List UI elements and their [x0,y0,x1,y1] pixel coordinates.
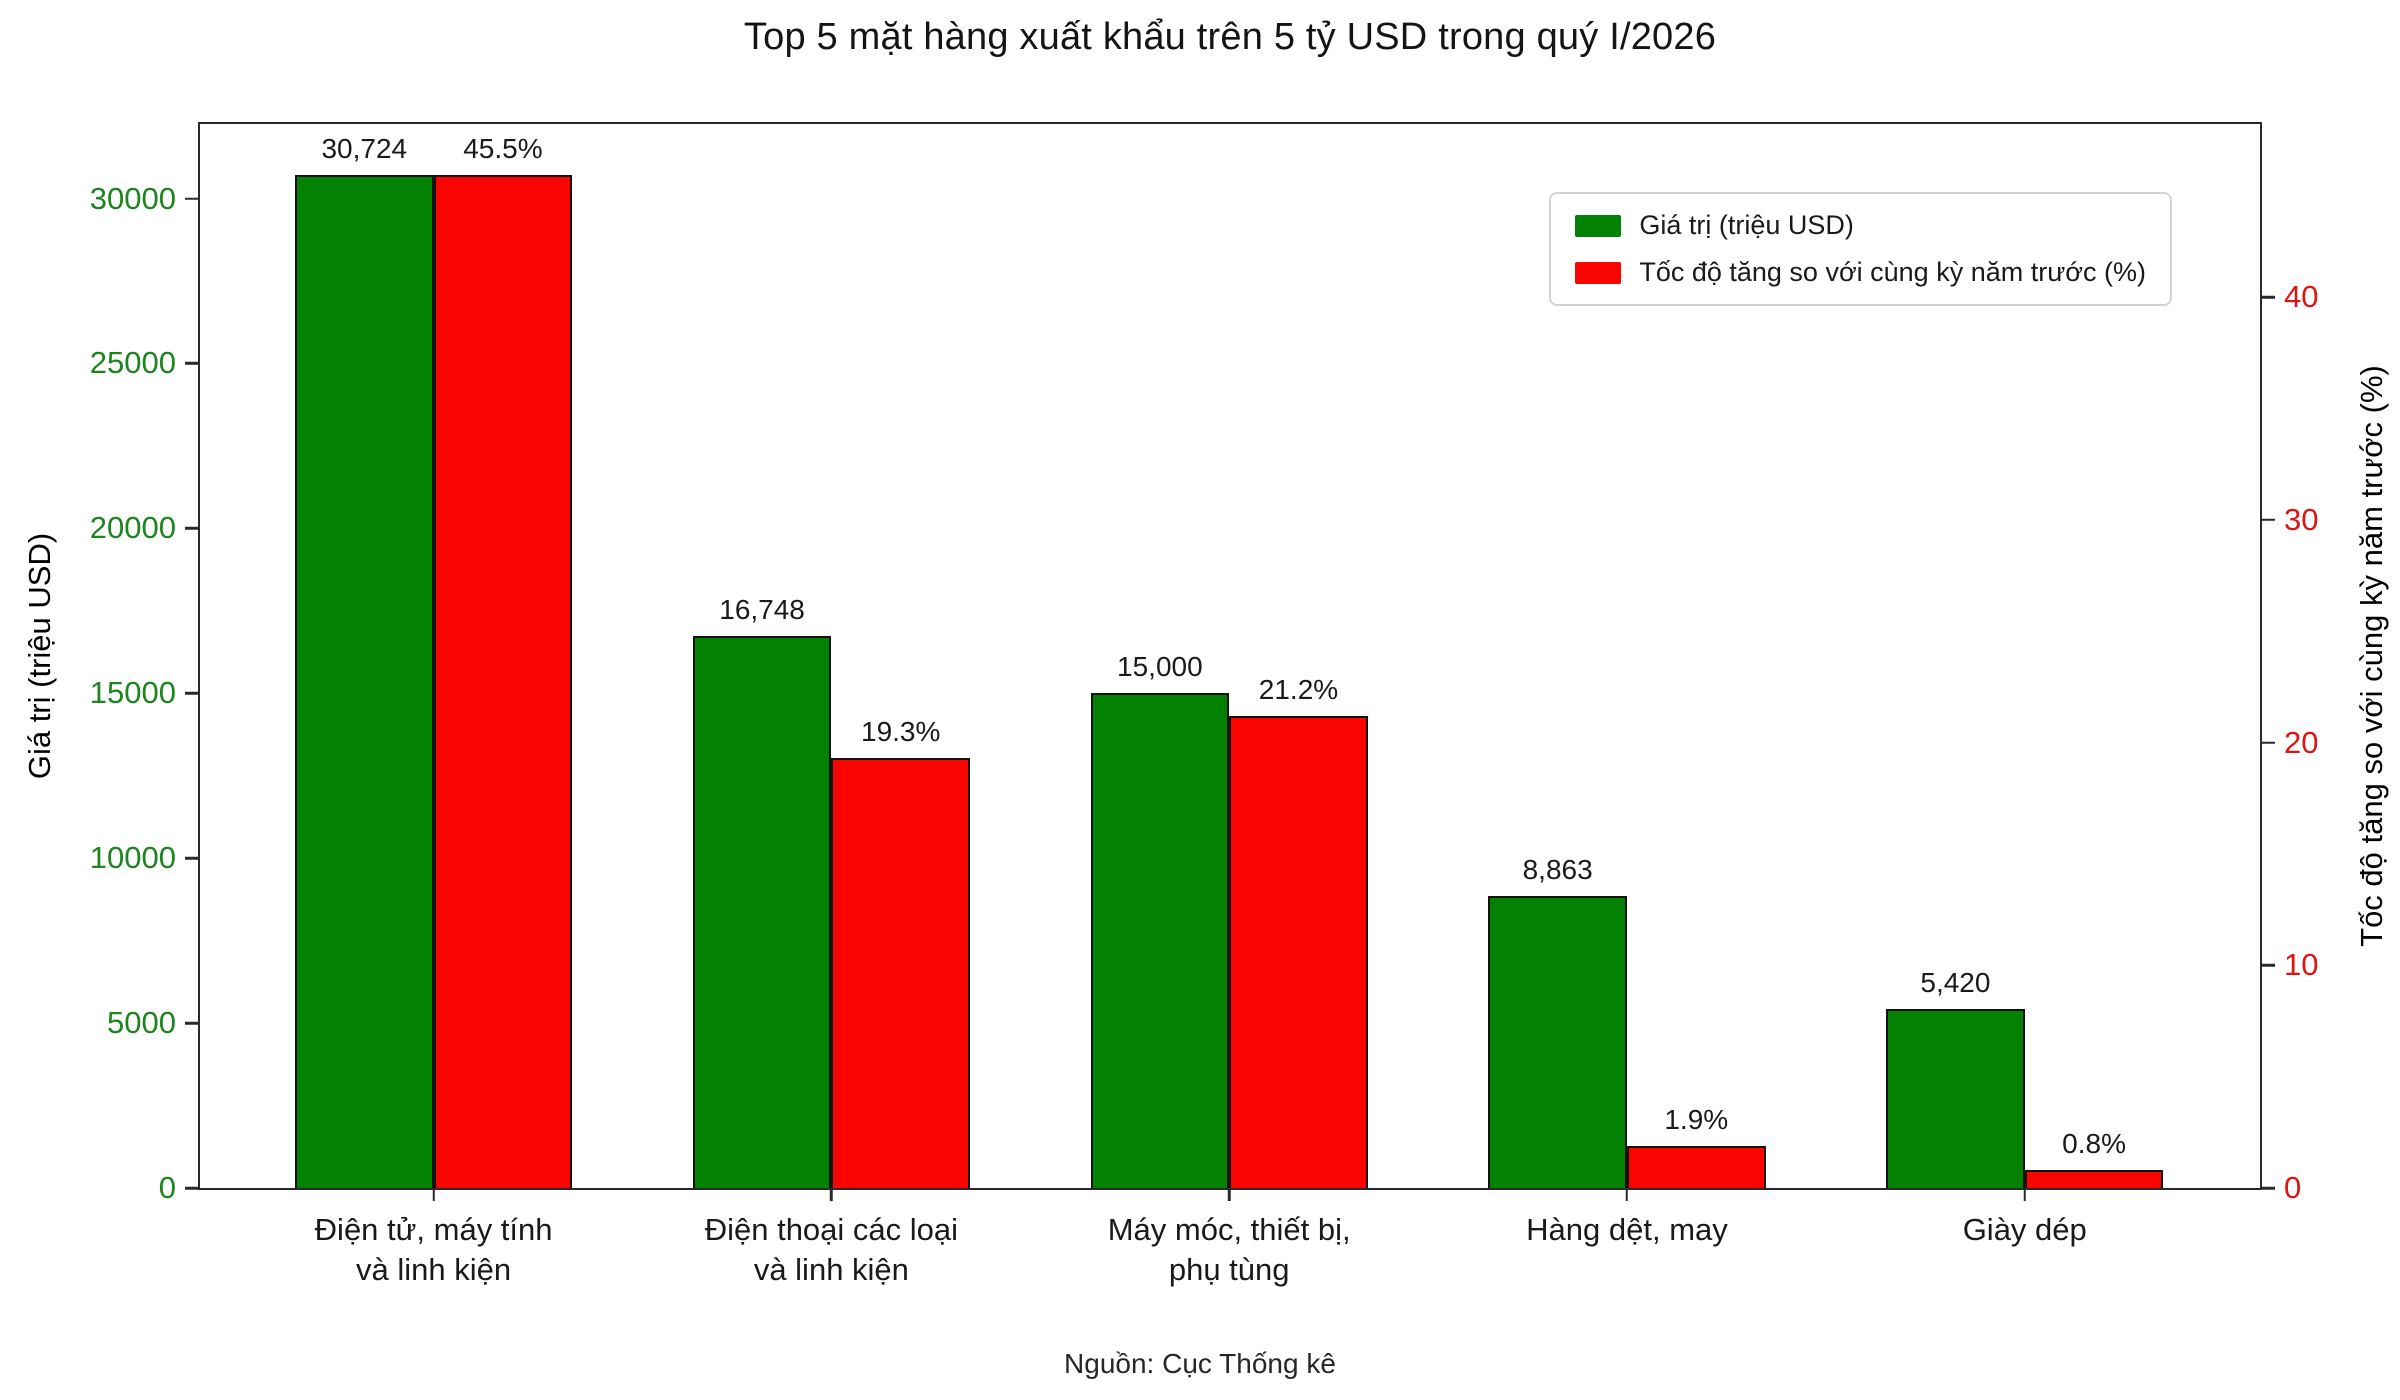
growth-bar-label: 21.2% [1258,673,1339,705]
x-axis-tick [830,1188,833,1201]
right-axis-tick [2262,741,2275,744]
value-bar-label: 5,420 [1920,967,1991,999]
category-label: Điện tử, máy tính và linh kiện [314,1212,553,1287]
legend-item-value: Giá trị (triệu USD) [1575,210,2146,241]
value-bar-label: 8,863 [1522,853,1593,885]
left-axis-title: Giá trị (triệu USD) [22,532,57,780]
x-axis-tick [2023,1188,2026,1201]
value-bar-label: 16,748 [719,593,805,625]
category-label: Hàng dệt, may [1526,1212,1728,1247]
x-axis-tick [432,1188,435,1201]
growth-bar [433,174,573,1188]
value-bar-label: 30,724 [321,132,408,164]
legend-label-growth: Tốc độ tăng so với cùng kỳ năm trước (%) [1639,257,2146,287]
growth-bar [1626,1145,1766,1188]
left-axis-tick [185,1186,198,1190]
right-axis-title: Tốc độ tăng so với cùng kỳ năm trước (%) [2354,365,2389,947]
left-axis-tick-label: 10000 [89,840,176,876]
growth-bar-label: 45.5% [463,132,543,164]
category-label: Điện thoại các loại và linh kiện [704,1212,959,1287]
left-axis-tick [185,692,198,695]
growth-bar-label: 0.8% [2062,1128,2126,1160]
legend: Giá trị (triệu USD) Tốc độ tăng so với c… [1549,192,2172,306]
value-bar [692,635,832,1188]
x-axis-tick [1227,1188,1231,1201]
right-axis-tick-label: 30 [2284,501,2319,537]
value-bar [294,174,434,1188]
chart-title: Top 5 mặt hàng xuất khẩu trên 5 tỷ USD t… [743,16,1717,58]
value-bar [1886,1009,2025,1188]
right-axis-tick-label: 0 [2284,1170,2302,1205]
left-axis-tick-label: 20000 [89,510,176,546]
right-axis-tick-label: 20 [2284,724,2319,760]
growth-bar [1229,715,1368,1188]
legend-label-value: Giá trị (triệu USD) [1639,210,1854,240]
left-axis-tick [185,856,198,860]
legend-swatch-green [1575,214,1622,237]
right-axis-tick [2262,1186,2275,1190]
left-axis-tick [185,197,198,200]
value-bar-label: 15,000 [1117,651,1203,683]
left-axis-tick-label: 5000 [107,1005,176,1041]
left-axis-tick-label: 25000 [89,345,176,381]
plot-area: Giá trị (triệu USD) Tốc độ tăng so với c… [90,122,2318,1287]
value-bar [1090,693,1230,1188]
right-axis-tick-label: 10 [2284,947,2319,983]
right-axis-tick [2262,295,2275,299]
legend-swatch-red [1575,261,1622,284]
category-label: Máy móc, thiết bị, phụ tùng [1107,1212,1351,1287]
x-axis-tick [1625,1188,1629,1201]
category-label: Giày dép [1962,1212,2087,1247]
right-axis-tick [2262,518,2275,522]
growth-bar [831,758,970,1188]
left-axis-tick [185,527,198,530]
source-note: Nguồn: Cục Thống kê [1064,1348,1336,1379]
left-axis-tick [185,1021,198,1025]
left-axis-tick [185,362,198,365]
value-bar [1488,895,1627,1188]
right-axis-tick-label: 40 [2284,279,2319,315]
left-axis-tick-label: 30000 [89,180,176,216]
left-axis-tick-label: 0 [158,1170,176,1205]
legend-item-growth: Tốc độ tăng so với cùng kỳ năm trước (%) [1575,257,2146,288]
growth-bar-label: 1.9% [1664,1103,1729,1135]
right-axis-tick [2262,964,2275,967]
growth-bar [2024,1170,2164,1188]
growth-bar-label: 19.3% [861,716,941,748]
left-axis-tick-label: 15000 [89,675,176,711]
